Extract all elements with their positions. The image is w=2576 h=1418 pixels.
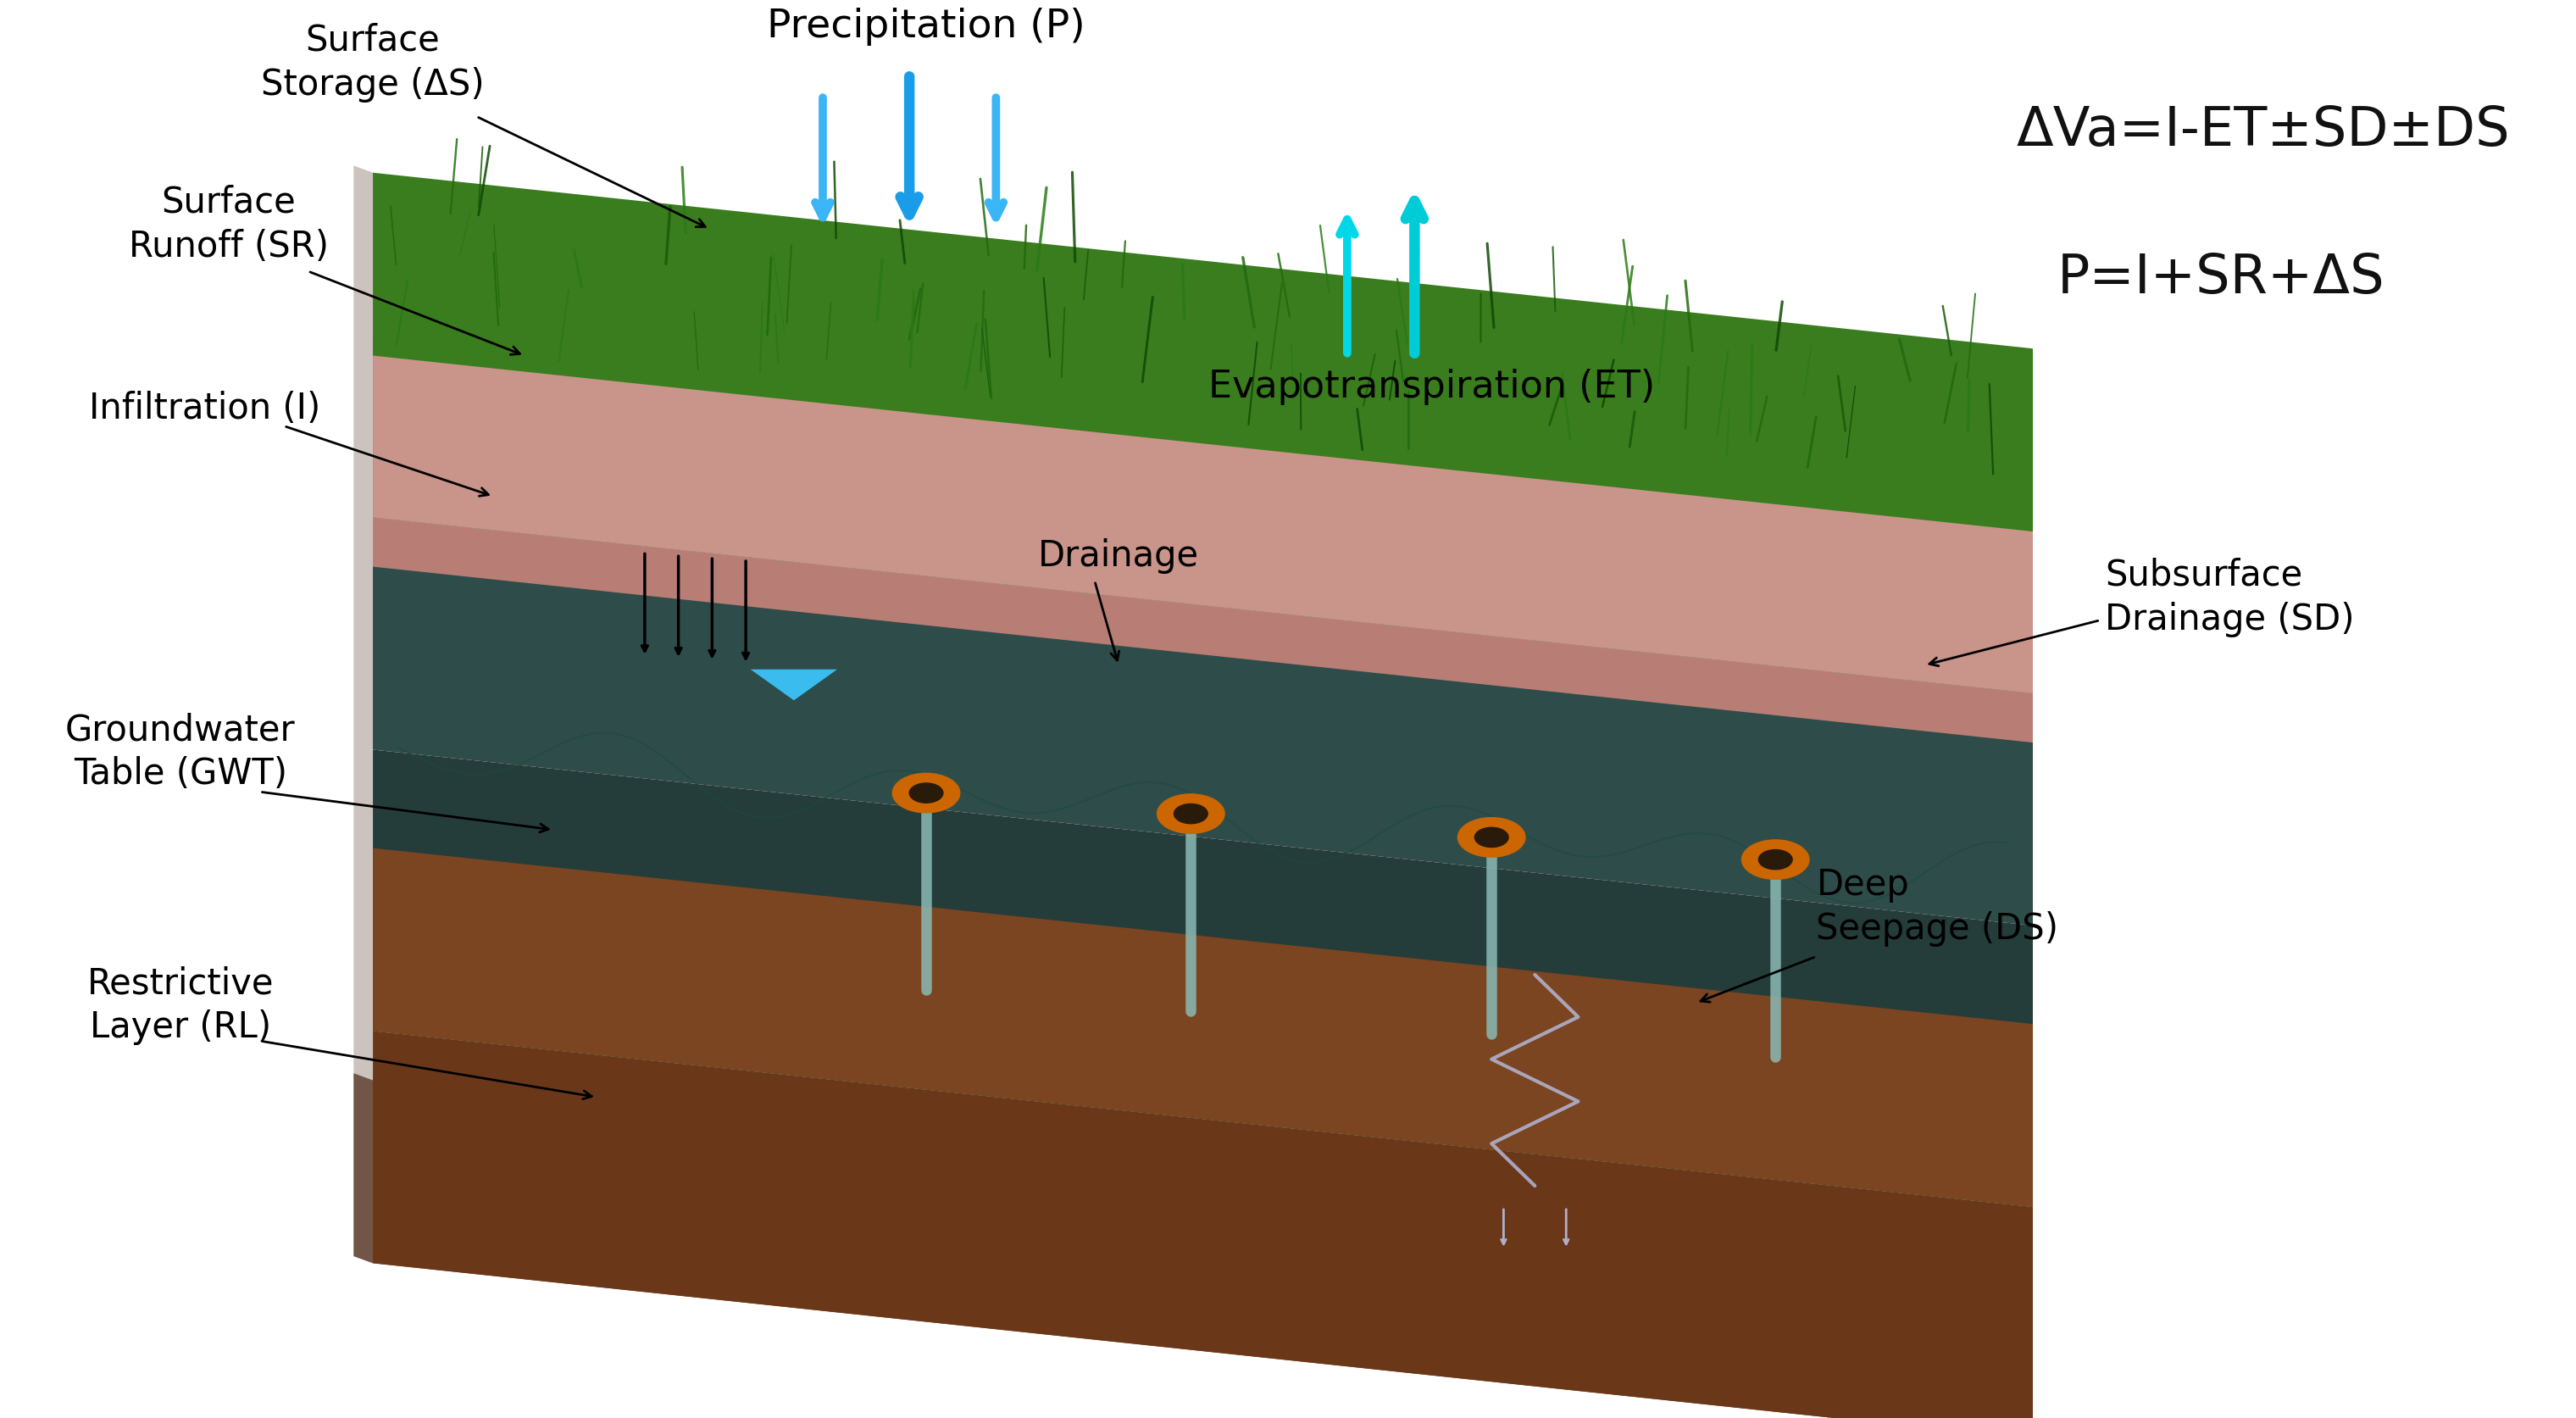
- Polygon shape: [374, 750, 2032, 1207]
- Circle shape: [1175, 804, 1208, 824]
- Text: Evapotranspiration (ET): Evapotranspiration (ET): [1208, 369, 1654, 406]
- Text: Restrictive
Layer (RL): Restrictive Layer (RL): [88, 966, 273, 1045]
- Circle shape: [1473, 828, 1510, 847]
- Text: P=I+SR+ΔS: P=I+SR+ΔS: [2056, 252, 2385, 305]
- Text: Precipitation (P): Precipitation (P): [768, 9, 1084, 45]
- Polygon shape: [374, 1081, 2032, 1418]
- Polygon shape: [374, 518, 2032, 926]
- Text: Infiltration (I): Infiltration (I): [88, 390, 319, 425]
- Polygon shape: [374, 567, 2032, 926]
- Text: ΔVa=I-ET±SD±DS: ΔVa=I-ET±SD±DS: [2017, 104, 2509, 157]
- Text: Groundwater
Table (GWT): Groundwater Table (GWT): [64, 712, 296, 791]
- Polygon shape: [374, 173, 2032, 532]
- Polygon shape: [750, 669, 837, 700]
- Circle shape: [1157, 794, 1224, 834]
- Circle shape: [909, 783, 943, 803]
- Polygon shape: [353, 166, 374, 1263]
- Text: Surface
Storage (ΔS): Surface Storage (ΔS): [260, 23, 484, 102]
- Polygon shape: [374, 848, 2032, 1207]
- Text: Surface
Runoff (SR): Surface Runoff (SR): [129, 184, 330, 264]
- Circle shape: [1741, 839, 1808, 879]
- Polygon shape: [374, 356, 2032, 693]
- Circle shape: [1458, 818, 1525, 856]
- Polygon shape: [374, 335, 2032, 693]
- Polygon shape: [374, 1031, 2032, 1418]
- Text: Deep
Seepage (DS): Deep Seepage (DS): [1816, 866, 2058, 947]
- Circle shape: [891, 773, 961, 813]
- Text: Drainage: Drainage: [1038, 537, 1200, 574]
- Polygon shape: [353, 1073, 374, 1263]
- Text: Subsurface
Drainage (SD): Subsurface Drainage (SD): [2105, 557, 2354, 637]
- Circle shape: [1759, 849, 1793, 869]
